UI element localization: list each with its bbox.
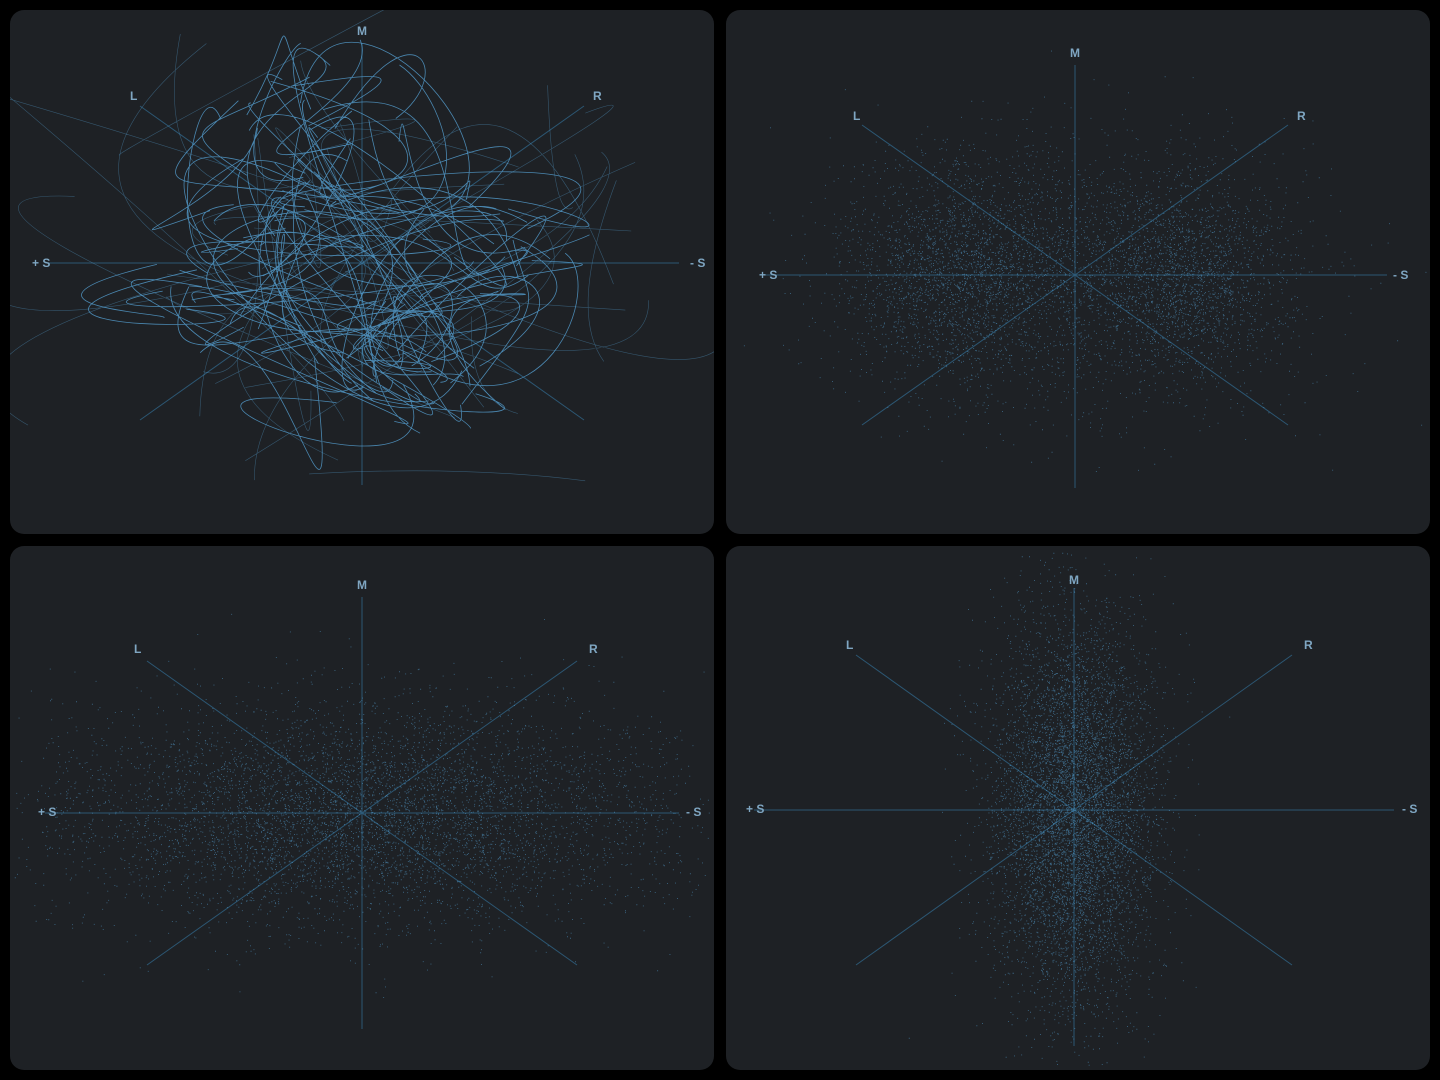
mid-axis-label: M <box>357 24 367 38</box>
goniometer-panel-top-left: M L R + S - S <box>10 10 714 534</box>
goniometer-panel-bottom-right: M L R + S - S <box>726 546 1430 1070</box>
plus-side-label: + S <box>746 802 764 816</box>
plus-side-label: + S <box>759 268 777 282</box>
mid-axis-label: M <box>1069 573 1079 587</box>
goniometer-svg: M L R + S - S <box>14 578 710 1029</box>
right-channel-axis-line <box>146 660 578 966</box>
goniometer-axes <box>45 43 679 485</box>
goniometer-axes <box>763 65 1387 488</box>
goniometer-svg: M L R + S - S <box>746 552 1417 1066</box>
goniometer-svg: M L R + S - S <box>743 46 1427 488</box>
right-channel-label: R <box>1304 638 1313 652</box>
goniometer-panel-bottom-left: M L R + S - S <box>10 546 714 1070</box>
right-channel-label: R <box>1297 109 1306 123</box>
left-channel-label: L <box>853 109 860 123</box>
minus-side-label: - S <box>690 256 705 270</box>
right-channel-label: R <box>589 642 598 656</box>
goniometer-svg: M L R + S - S <box>10 10 714 485</box>
left-channel-label: L <box>130 89 137 103</box>
right-channel-axis-line <box>861 124 1289 426</box>
stereo-scatter-trace <box>743 50 1427 472</box>
mid-axis-label: M <box>357 578 367 592</box>
goniometer-panel-top-right: M L R + S - S <box>726 10 1430 534</box>
stereo-scatter-trace <box>908 552 1231 1066</box>
left-channel-label: L <box>846 638 853 652</box>
minus-side-label: - S <box>1402 802 1417 816</box>
goniometer-axes <box>754 588 1394 1046</box>
plus-side-label: + S <box>38 805 56 819</box>
minus-side-label: - S <box>1393 268 1408 282</box>
right-channel-label: R <box>593 89 602 103</box>
goniometer-axes <box>45 597 679 1029</box>
stereo-scatter-trace <box>10 10 714 482</box>
plus-side-label: + S <box>32 256 50 270</box>
mid-axis-label: M <box>1070 46 1080 60</box>
left-channel-label: L <box>134 642 141 656</box>
minus-side-label: - S <box>686 805 701 819</box>
